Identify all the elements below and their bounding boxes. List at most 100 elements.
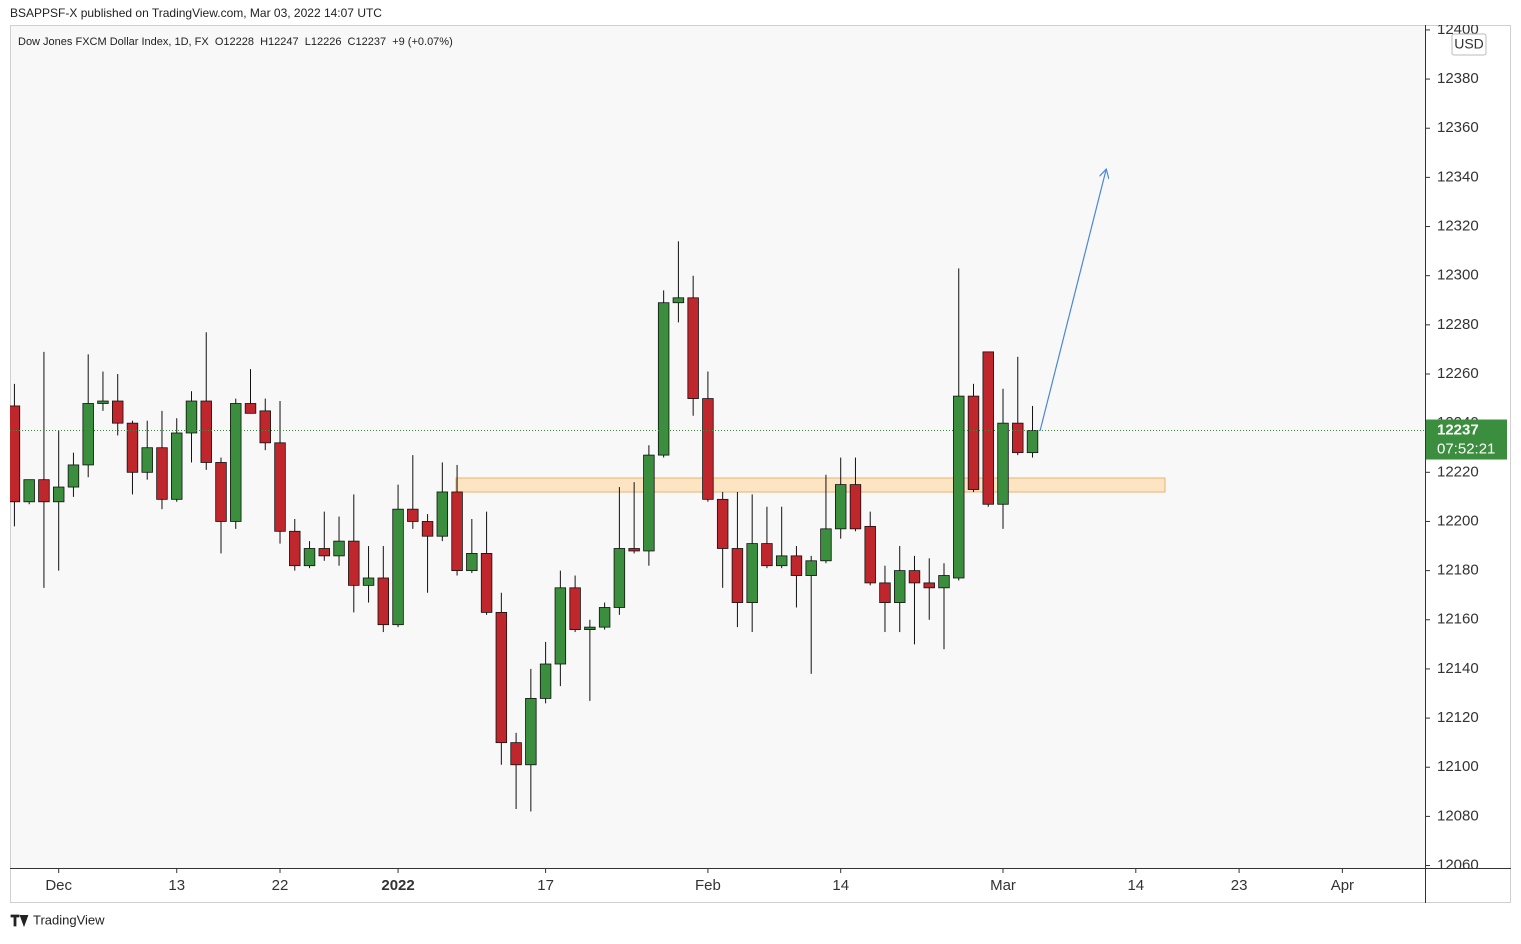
candle-body: [613, 548, 626, 608]
candle-body: [672, 297, 685, 304]
candle-body: [230, 403, 242, 522]
bar-countdown: 07:52:21: [1437, 440, 1495, 457]
y-tick-label: 12300: [1437, 267, 1479, 284]
candle-body: [790, 555, 803, 576]
candle-body: [97, 400, 109, 404]
candle-body: [849, 484, 862, 530]
x-tick-label: Apr: [1331, 877, 1354, 894]
y-tick-label: 12320: [1437, 218, 1479, 235]
candle-body: [318, 548, 330, 557]
symbol-legend: Dow Jones FXCM Dollar Index, 1D, FX O122…: [18, 36, 453, 48]
x-tick-label: 23: [1231, 877, 1248, 894]
candle-body: [510, 742, 522, 766]
x-tick-label: Mar: [990, 877, 1016, 894]
candle-body: [52, 486, 65, 503]
candle-body: [111, 400, 124, 424]
y-tick-label: 12060: [1437, 857, 1479, 874]
x-tick-label: 22: [272, 877, 289, 894]
candle-body: [436, 491, 449, 537]
candle-body: [643, 454, 655, 552]
candle-body: [407, 508, 419, 522]
y-tick-label: 12140: [1437, 660, 1479, 677]
candle-body: [569, 587, 581, 631]
currency-label: USD: [1454, 36, 1484, 52]
y-tick-label: 12260: [1437, 365, 1479, 382]
x-tick-label: 13: [168, 877, 185, 894]
candle-body: [451, 491, 463, 572]
candle-body: [156, 447, 168, 500]
candle-body: [333, 540, 345, 557]
candle-body: [702, 398, 714, 500]
time-axis-area: [10, 868, 1425, 903]
candle-body: [215, 462, 227, 522]
brand-name: TradingView: [33, 912, 105, 927]
y-tick-label: 12220: [1437, 463, 1479, 480]
candle-body: [894, 570, 906, 603]
x-tick-label: 2022: [381, 877, 414, 894]
candle-body: [657, 302, 670, 456]
x-tick-label: Dec: [45, 877, 72, 894]
publisher-note: BSAPPSF-X published on TradingView.com, …: [10, 6, 382, 20]
candle-body: [834, 484, 847, 530]
candle-body: [480, 553, 493, 613]
candle-body: [761, 543, 773, 567]
candle-body: [377, 577, 390, 626]
candle-body: [731, 548, 744, 603]
candle-body: [259, 410, 271, 444]
candle-body: [244, 403, 257, 414]
candle-body: [82, 403, 94, 466]
candle-body: [716, 498, 729, 549]
y-tick-label: 12080: [1437, 807, 1479, 824]
y-tick-label: 12380: [1437, 70, 1479, 87]
candle-body: [362, 577, 375, 586]
y-tick-label: 12340: [1437, 168, 1479, 185]
candle-body: [864, 525, 876, 584]
candle-body: [1012, 422, 1024, 454]
y-tick-label: 12360: [1437, 119, 1479, 136]
candle-body: [923, 582, 935, 589]
candle-body: [525, 698, 537, 766]
time-axis: Dec 13 22 2022 17 Feb 14 Mar 14 23 Apr: [45, 868, 1354, 894]
candle-body: [466, 553, 478, 572]
brand-logo: [10, 914, 29, 928]
price-axis-area: [1425, 25, 1511, 903]
candle-body: [997, 422, 1009, 505]
candle-body: [938, 575, 950, 589]
candle-body: [421, 521, 434, 537]
candle-body: [126, 422, 139, 473]
candle-body: [303, 548, 316, 567]
price-axis: 12060 12080 12100 12120 12140 12160 12180 12200…: [1426, 25, 1479, 874]
candle-body: [584, 626, 596, 631]
y-tick-label: 12200: [1437, 512, 1479, 529]
y-tick-label: 12160: [1437, 611, 1479, 628]
candle-body: [554, 587, 567, 665]
currency-box: [1451, 33, 1487, 56]
candle-body: [775, 555, 788, 567]
candle-body: [805, 560, 817, 576]
candle-body: [38, 479, 50, 503]
y-tick-label: 12180: [1437, 562, 1479, 579]
support-zone: [455, 477, 1166, 493]
x-tick-label: Feb: [695, 877, 721, 894]
y-tick-label: 12100: [1437, 758, 1479, 775]
candle-body: [628, 548, 640, 552]
candle-body: [598, 607, 611, 628]
candle-body: [539, 663, 552, 699]
candle-body: [687, 297, 699, 399]
x-tick-label: 14: [832, 877, 849, 894]
candle-body: [185, 400, 198, 434]
last-price-label: 12237: [1437, 421, 1479, 438]
candle-body: [1026, 430, 1039, 454]
plot: [10, 241, 1425, 812]
candle-body: [289, 530, 301, 567]
last-price-box: [1426, 419, 1507, 460]
candle-body: [495, 611, 508, 744]
candle-body: [348, 540, 360, 586]
x-tick-label: 17: [537, 877, 554, 894]
projection-arrow: [1039, 170, 1106, 432]
candle-body: [953, 395, 965, 579]
y-tick-label: 12280: [1437, 316, 1479, 333]
candle-body: [274, 442, 286, 532]
candle-body: [820, 528, 832, 562]
